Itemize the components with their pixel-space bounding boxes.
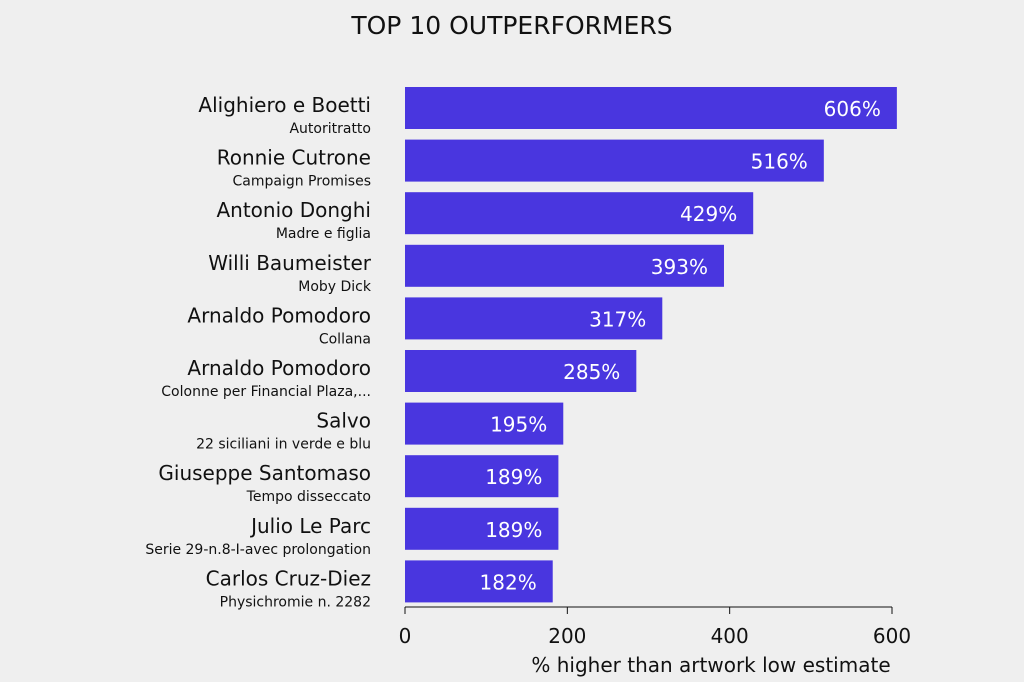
- bar-value-label: 182%: [480, 570, 537, 594]
- bar-row: 516% Ronnie Cutrone Campaign Promises: [217, 139, 824, 190]
- bar-rows: 606% Alighiero e Boetti Autoritratto 516% Ro…: [145, 87, 897, 610]
- bar-value-label: 317%: [589, 307, 646, 331]
- x-tick-label: 600: [873, 624, 911, 648]
- bar-row: 429% Antonio Donghi Madre e figlia: [216, 192, 754, 242]
- bar: [405, 507, 559, 550]
- x-tick-label: 400: [711, 624, 749, 648]
- artwork-label: Campaign Promises: [233, 174, 372, 190]
- bar-value-label: 393%: [651, 255, 708, 279]
- bar: [405, 560, 553, 603]
- bar-row: 393% Willi Baumeister Moby Dick: [208, 244, 724, 295]
- artist-label: Alighiero e Boetti: [198, 93, 371, 117]
- artist-label: Antonio Donghi: [216, 198, 371, 222]
- artwork-label: Moby Dick: [298, 279, 372, 295]
- bar-value-label: 195%: [490, 413, 547, 437]
- bar: [405, 139, 824, 182]
- bar-row: 182% Carlos Cruz-Diez Physichromie n. 2282: [206, 560, 553, 610]
- artwork-label: 22 siciliani in verde e blu: [196, 437, 371, 453]
- bar-value-label: 429%: [680, 202, 737, 226]
- bar: [405, 192, 754, 235]
- bar-row: 606% Alighiero e Boetti Autoritratto: [198, 87, 897, 137]
- artist-label: Arnaldo Pomodoro: [187, 356, 371, 380]
- artist-label: Willi Baumeister: [208, 251, 371, 275]
- bar: [405, 350, 637, 392]
- x-axis: 0 200 400 600: [399, 606, 911, 648]
- chart-title: TOP 10 OUTPERFORMERS: [350, 11, 672, 40]
- bar-row: 317% Arnaldo Pomodoro Collana: [187, 297, 663, 347]
- bar: [405, 455, 559, 498]
- artist-label: Giuseppe Santomaso: [158, 461, 371, 485]
- artist-label: Arnaldo Pomodoro: [187, 303, 371, 327]
- artist-label: Ronnie Cutrone: [217, 146, 371, 170]
- x-axis-label: % higher than artwork low estimate: [531, 653, 890, 677]
- bar-value-label: 189%: [485, 518, 542, 542]
- bar-row: 189% Julio Le Parc Serie 29-n.8-I-avec pro…: [145, 507, 559, 558]
- bar-row: 285% Arnaldo Pomodoro Colonne per Financia…: [161, 350, 637, 400]
- artist-label: Carlos Cruz-Diez: [206, 566, 371, 590]
- bar-value-label: 285%: [563, 360, 620, 384]
- artwork-label: Tempo disseccato: [246, 489, 371, 505]
- x-tick-label: 200: [548, 624, 586, 648]
- artwork-label: Collana: [319, 331, 371, 347]
- x-tick-label: 0: [399, 624, 412, 648]
- bar: [405, 402, 564, 445]
- artwork-label: Madre e figlia: [276, 226, 371, 242]
- bar-row: 195% Salvo 22 siciliani in verde e blu: [196, 402, 564, 453]
- artwork-label: Serie 29-n.8-I-avec prolongation: [145, 542, 371, 558]
- bar-value-label: 606%: [824, 97, 881, 121]
- bar-row: 189% Giuseppe Santomaso Tempo disseccato: [158, 455, 559, 505]
- artwork-label: Colonne per Financial Plaza,...: [161, 384, 371, 400]
- artist-label: Julio Le Parc: [249, 514, 371, 538]
- bar: [405, 244, 724, 287]
- artist-label: Salvo: [316, 409, 371, 433]
- bar: [405, 297, 663, 340]
- bar-value-label: 189%: [485, 465, 542, 489]
- artwork-label: Autoritratto: [289, 121, 371, 137]
- bar: [405, 87, 897, 129]
- artwork-label: Physichromie n. 2282: [220, 594, 371, 610]
- bar-value-label: 516%: [751, 150, 808, 174]
